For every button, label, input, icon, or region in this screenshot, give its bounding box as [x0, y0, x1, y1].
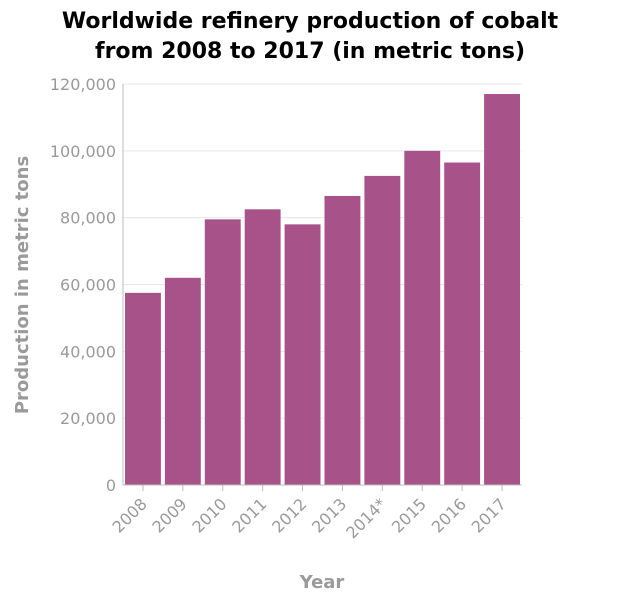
- bar: [484, 94, 520, 486]
- x-tick-label: 2011: [228, 494, 270, 536]
- bars: [125, 94, 520, 486]
- x-tick-label: 2017: [468, 494, 510, 536]
- y-tick-labels: 0 20,000 40,000 60,000 80,000 100,000 120,000: [50, 75, 116, 495]
- bar: [404, 150, 441, 486]
- x-tick-label: 2014*: [342, 494, 390, 542]
- bar: [444, 162, 481, 485]
- y-tick-label: 120,000: [50, 75, 116, 94]
- x-tick-label: 2015: [388, 494, 430, 536]
- y-tick-label: 100,000: [50, 142, 116, 161]
- bar: [364, 175, 401, 486]
- x-tick-label: 2012: [268, 494, 310, 536]
- x-tick-label: 2008: [109, 494, 151, 536]
- x-axis-label: Year: [299, 572, 345, 593]
- bar: [164, 277, 201, 485]
- y-tick-label: 20,000: [60, 409, 116, 428]
- x-tick-label: 2016: [428, 494, 470, 536]
- x-tick-labels: 2008200920102011201220132014*20152016201…: [109, 494, 510, 542]
- y-tick-label: 0: [106, 476, 116, 495]
- y-tick-label: 80,000: [60, 209, 116, 228]
- bar: [284, 224, 321, 485]
- chart-title-line-2: from 2008 to 2017 (in metric tons): [95, 39, 525, 64]
- x-tick-label: 2009: [148, 494, 190, 536]
- y-axis-label: Production in metric tons: [12, 156, 33, 414]
- axes: [122, 84, 522, 491]
- chart-title-line-1: Worldwide refinery production of cobalt: [62, 9, 559, 34]
- bar: [204, 219, 241, 485]
- y-tick-label: 40,000: [60, 342, 116, 361]
- x-tick-label: 2010: [188, 494, 230, 536]
- bar: [125, 292, 161, 485]
- bar: [244, 209, 281, 485]
- bar: [324, 195, 361, 485]
- y-tick-label: 60,000: [60, 276, 116, 295]
